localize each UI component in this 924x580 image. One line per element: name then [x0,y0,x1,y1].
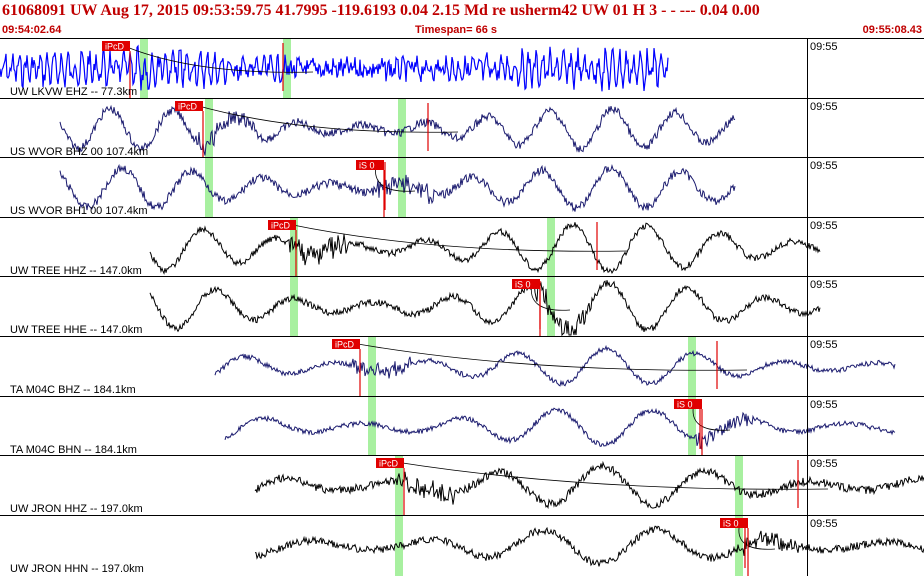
time-label: 09:55 [810,279,838,291]
trace-plot: iPcD [214,337,896,397]
trace-panel[interactable]: iPcD 09:55 TA M04C BHZ -- 184.1km [0,336,924,397]
channel-label: UW TREE HHE -- 147.0km [10,324,143,336]
pick-marker[interactable] [674,399,702,409]
waveform [149,279,821,337]
waveform [59,104,736,156]
trace-plot: iS 0 [224,397,896,457]
pick-marker[interactable] [175,101,203,111]
time-tick [807,516,808,576]
waveform [224,407,896,450]
pick-marker-label: iS 0 [723,519,739,529]
pick-marker[interactable] [376,458,404,468]
trace-plot: iPcD [0,39,669,99]
trace-panel[interactable]: iPcD 09:55 UW JRON HHZ -- 197.0km [0,455,924,516]
phase-window [368,397,376,457]
time-label: 09:55 [810,399,838,411]
time-tick [807,456,808,516]
channel-label: TA M04C BHZ -- 184.1km [10,384,136,396]
trace-panel[interactable]: iPcD 09:55 UW TREE HHZ -- 147.0km [0,217,924,278]
amplitude-curve [287,223,628,252]
waveform [214,344,896,387]
pick-marker-label: iPcD [335,340,355,350]
channel-label: TA M04C BHN -- 184.1km [10,444,137,456]
trace-plot: iPcD [59,99,736,159]
time-label: 09:55 [810,339,838,351]
phase-window [395,456,403,516]
time-label: 09:55 [810,458,838,470]
waveform [149,222,821,275]
time-label: 09:55 [810,518,838,530]
amplitude-curve [351,342,748,371]
pick-marker-label: iPcD [271,221,291,231]
pick-marker-label: iPcD [105,42,125,52]
timespan: Timespan= 66 s [415,24,498,36]
start-time: 09:54:02.64 [2,24,62,36]
trace-panel[interactable]: iS 0 09:55 US WVOR BH1 00 107.4km [0,157,924,218]
time-tick [807,277,808,337]
end-time: 09:55:08.43 [862,24,922,36]
phase-window [398,158,406,218]
trace-plot: iS 0 [254,516,924,576]
channel-label: UW JRON HHN -- 197.0km [10,563,144,575]
time-label: 09:55 [810,160,838,172]
trace-plot: iPcD [254,456,924,516]
pick-marker-label: iPcD [178,102,198,112]
pick-marker-label: iS 0 [359,161,375,171]
pick-marker[interactable] [356,160,384,170]
waveform [254,460,924,510]
waveform [59,163,736,212]
phase-window [547,277,555,337]
trace-plot: iS 0 [59,158,736,218]
phase-window [735,516,743,576]
pick-marker[interactable] [512,279,540,289]
pick-marker-label: iS 0 [515,280,531,290]
time-tick [807,397,808,457]
trace-panel[interactable]: iS 0 09:55 TA M04C BHN -- 184.1km [0,396,924,457]
time-tick [807,158,808,218]
channel-label: UW LKVW EHZ -- 77.3km [10,86,138,98]
trace-panel[interactable]: iS 0 09:55 UW TREE HHE -- 147.0km [0,276,924,337]
amplitude-curve [395,461,829,490]
waveform [0,44,669,92]
pick-marker[interactable] [332,339,360,349]
pick-marker[interactable] [720,518,748,528]
phase-window [547,218,555,278]
phase-window [688,337,696,397]
phase-window [290,277,298,337]
trace-plot: iPcD [149,218,821,278]
amplitude-curve [194,104,459,133]
channel-label: UW TREE HHZ -- 147.0km [10,265,142,277]
channel-label: US WVOR BH1 00 107.4km [10,205,148,217]
phase-window [368,337,376,397]
time-tick [807,337,808,397]
pick-marker[interactable] [268,220,296,230]
waveform [254,525,924,567]
channel-label: US WVOR BHZ 00 107.4km [10,146,149,158]
phase-window [290,218,298,278]
trace-panel[interactable]: iS 0 09:55 UW JRON HHN -- 197.0km [0,515,924,576]
pick-marker-label: iS 0 [677,400,693,410]
time-label: 09:55 [810,220,838,232]
pick-marker[interactable] [102,41,130,51]
phase-window [688,397,696,457]
time-tick [807,39,808,99]
time-label: 09:55 [810,41,838,53]
channel-label: UW JRON HHZ -- 197.0km [10,503,143,515]
time-tick [807,218,808,278]
trace-panel[interactable]: iPcD 09:55 UW LKVW EHZ -- 77.3km [0,38,924,99]
phase-window [205,99,213,159]
header-bar: 61068091 UW Aug 17, 2015 09:53:59.75 41.… [0,0,924,37]
trace-panel[interactable]: iPcD 09:55 US WVOR BHZ 00 107.4km [0,98,924,159]
time-label: 09:55 [810,101,838,113]
amplitude-curve [121,44,314,73]
trace-plot: iS 0 [149,277,821,337]
pick-marker-label: iPcD [379,459,399,469]
time-tick [807,99,808,159]
phase-window [735,456,743,516]
event-title: 61068091 UW Aug 17, 2015 09:53:59.75 41.… [2,2,760,19]
